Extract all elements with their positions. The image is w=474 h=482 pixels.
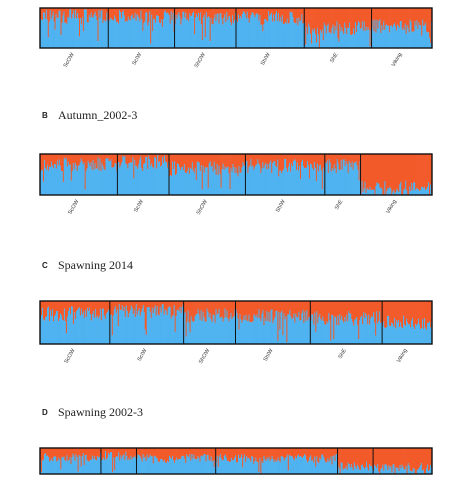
population-label: ScOW bbox=[64, 347, 78, 364]
population-label: ScIW bbox=[131, 51, 143, 66]
structure-plot-c: ScOW ScIW ShOW ShIW ShE Viking bbox=[0, 279, 474, 399]
structure-plot-a: ScOW ScIW ShOW ShIW ShE Viking bbox=[0, 0, 474, 100]
panel-title-d: Spawning 2002-3 bbox=[58, 405, 143, 420]
structure-plot-d bbox=[0, 448, 474, 482]
population-label: ShE bbox=[329, 52, 340, 64]
panel-d: D Spawning 2002-3 bbox=[0, 400, 474, 474]
population-label: ShIW bbox=[263, 347, 275, 362]
population-label: ShOW bbox=[194, 51, 208, 69]
population-label: ScIW bbox=[137, 347, 149, 362]
panel-title-c: Spawning 2014 bbox=[58, 258, 133, 273]
panel-a: ScOW ScIW ShOW ShIW ShE Viking bbox=[0, 0, 474, 100]
panel-letter-c: C bbox=[42, 261, 48, 270]
panel-letter-d: D bbox=[42, 408, 48, 417]
panel-letter-b: B bbox=[42, 111, 48, 120]
population-label: ShE bbox=[338, 348, 349, 360]
population-label: ShIW bbox=[260, 51, 272, 66]
population-label: Viking bbox=[396, 348, 409, 364]
population-label: ShE bbox=[334, 199, 345, 211]
population-label: ScOW bbox=[63, 51, 77, 68]
population-label: ScIW bbox=[133, 198, 145, 213]
structure-plot-b: ScOW ScIW ShOW ShIW ShE Viking bbox=[0, 130, 474, 255]
population-label: Viking bbox=[385, 199, 398, 215]
population-label: Viking bbox=[391, 52, 404, 68]
population-label: ShIW bbox=[275, 198, 287, 213]
population-label: ShOW bbox=[198, 347, 212, 365]
panel-c: C Spawning 2014 ScOW ScIW ShOW ShIW ShE Vikin… bbox=[0, 255, 474, 400]
panel-title-b: Autumn_2002-3 bbox=[58, 108, 137, 123]
panel-b: B Autumn_2002-3 ScOW ScIW ShOW ShIW ShE Vikin… bbox=[0, 100, 474, 255]
population-label: ScOW bbox=[67, 198, 81, 215]
population-label: ShOW bbox=[196, 198, 210, 216]
